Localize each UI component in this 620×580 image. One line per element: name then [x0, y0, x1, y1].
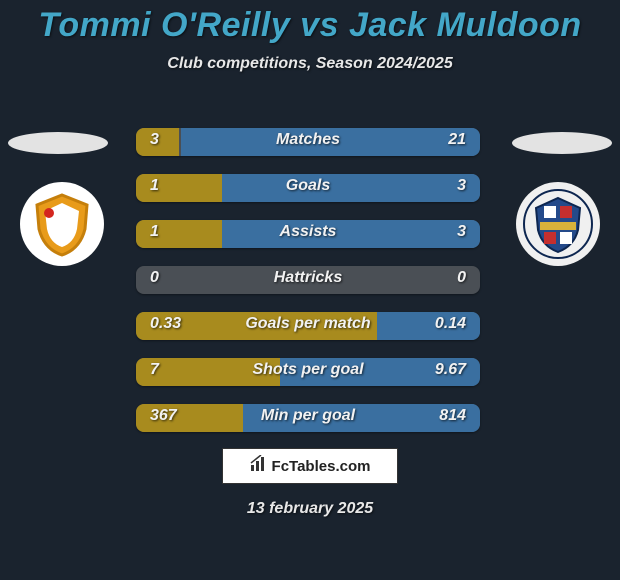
stat-row: 13Goals — [136, 174, 480, 202]
stat-row: 321Matches — [136, 128, 480, 156]
club-crest-left — [20, 182, 104, 266]
stat-row: 0.330.14Goals per match — [136, 312, 480, 340]
crest-right-svg — [522, 188, 594, 260]
stats-container: 321Matches 13Goals 13Assists 00Hattricks 0.3… — [136, 128, 480, 450]
stat-label: Shots per goal — [136, 361, 480, 379]
player-photo-placeholder-right — [512, 132, 612, 154]
stat-label: Goals per match — [136, 315, 480, 333]
player-photo-placeholder-left — [8, 132, 108, 154]
stat-label: Goals — [136, 177, 480, 195]
page-title: Tommi O'Reilly vs Jack Muldoon — [0, 6, 620, 45]
brand-badge[interactable]: FcTables.com — [222, 448, 398, 484]
stat-row: 13Assists — [136, 220, 480, 248]
stat-row: 00Hattricks — [136, 266, 480, 294]
crest-left-svg — [27, 189, 97, 259]
stat-label: Assists — [136, 223, 480, 241]
date-text: 13 february 2025 — [0, 500, 620, 518]
subtitle: Club competitions, Season 2024/2025 — [0, 55, 620, 73]
stat-label: Min per goal — [136, 407, 480, 425]
brand-text: FcTables.com — [272, 458, 371, 475]
club-crest-right — [516, 182, 600, 266]
stat-label: Matches — [136, 131, 480, 149]
stat-label: Hattricks — [136, 269, 480, 287]
stat-row: 367814Min per goal — [136, 404, 480, 432]
stat-row: 79.67Shots per goal — [136, 358, 480, 386]
chart-icon — [250, 455, 268, 478]
